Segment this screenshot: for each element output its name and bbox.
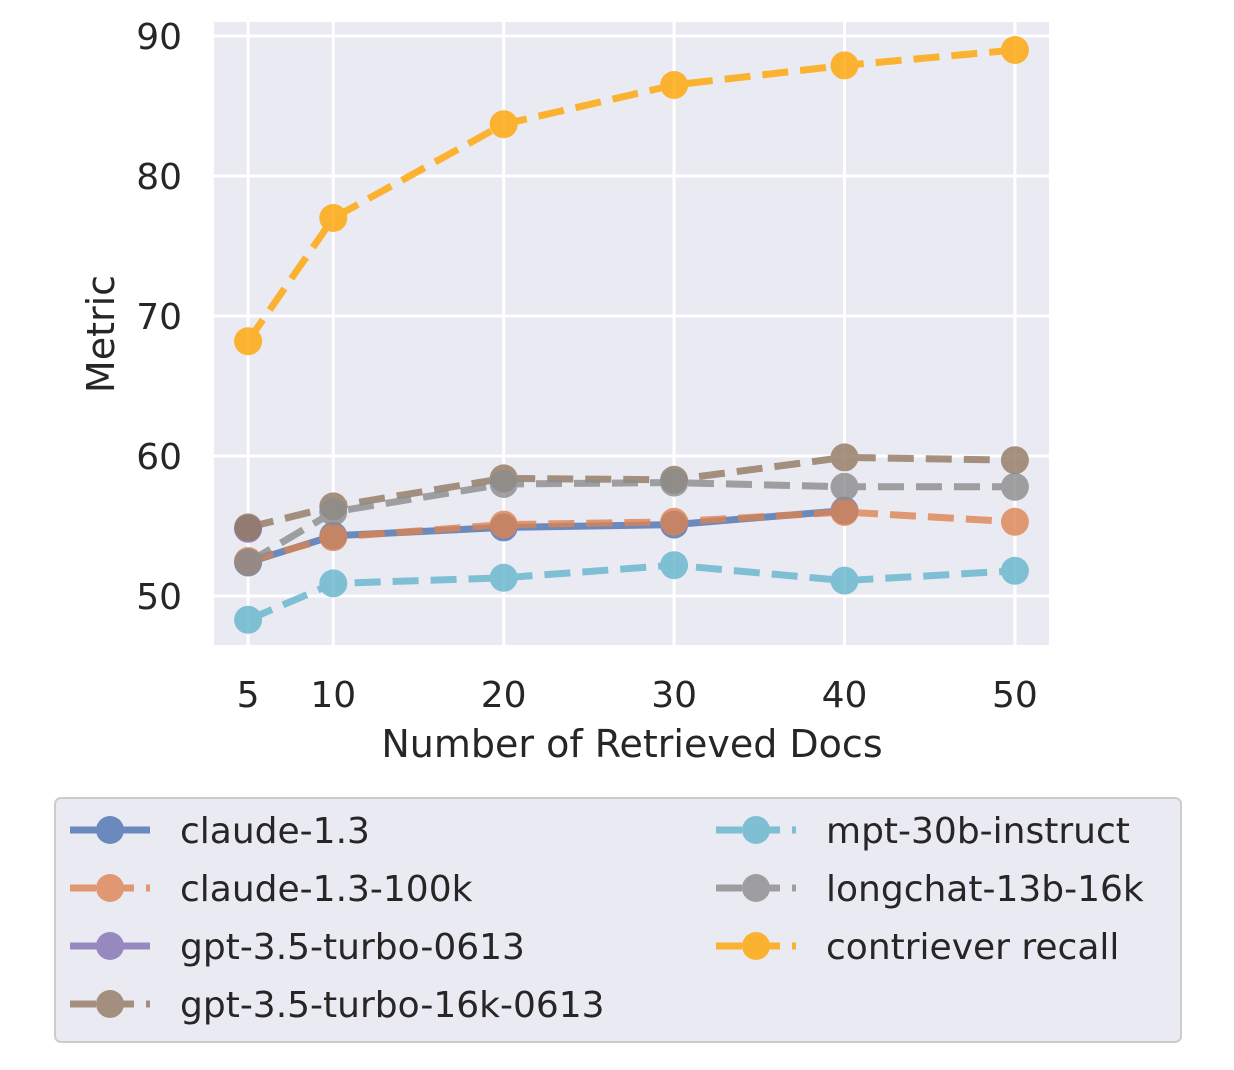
legend-label: longchat-13b-16k <box>826 869 1144 910</box>
legend-marker <box>96 932 124 960</box>
legend-item-2: claude-1.3-100k <box>70 869 473 910</box>
y-tick-labels: 50 60 70 80 90 <box>136 17 182 618</box>
data-point <box>319 498 348 526</box>
x-axis-label: Number of Retrieved Docs <box>381 722 882 766</box>
series-5 <box>234 551 1029 634</box>
data-point <box>489 470 518 498</box>
legend-label: gpt-3.5-turbo-16k-0613 <box>180 985 605 1026</box>
legend-label: claude-1.3-100k <box>180 869 473 910</box>
x-tick-label: 20 <box>481 675 527 716</box>
legend-label: contriever recall <box>826 927 1119 968</box>
data-point <box>660 551 689 580</box>
legend-handle <box>716 816 796 844</box>
legend-item-3: gpt-3.5-turbo-0613 <box>70 927 525 968</box>
legend: claude-1.3 claude-1.3-100k gpt-3.5-turbo-0… <box>54 797 1182 1043</box>
data-point <box>830 472 859 501</box>
series-line <box>247 508 1016 565</box>
data-point <box>234 513 263 542</box>
data-point <box>1000 556 1029 585</box>
legend-marker <box>742 816 770 844</box>
legend-handle <box>716 932 796 960</box>
legend-marker <box>96 816 124 844</box>
legend-marker <box>742 874 770 902</box>
data-point <box>830 498 859 526</box>
data-point <box>660 468 689 497</box>
x-tick-label: 5 <box>237 675 260 716</box>
x-tick-label: 40 <box>822 675 868 716</box>
series-line <box>246 561 1016 624</box>
y-tick-label: 60 <box>136 437 182 478</box>
legend-item-1: claude-1.3 <box>70 811 370 852</box>
data-point <box>489 510 518 539</box>
legend-frame <box>54 797 1182 1043</box>
y-tick-label: 70 <box>136 297 182 338</box>
legend-items: claude-1.3 claude-1.3-100k gpt-3.5-turbo-0… <box>70 811 1144 1026</box>
legend-handle <box>70 990 150 1018</box>
legend-handle <box>70 874 150 902</box>
x-tick-label: 50 <box>992 675 1038 716</box>
legend-label: mpt-30b-instruct <box>826 811 1130 852</box>
x-tick-labels: 5 10 20 30 40 50 <box>237 675 1038 716</box>
series-6 <box>234 468 1029 577</box>
data-point <box>1000 472 1029 501</box>
data-point <box>234 605 263 634</box>
legend-handle <box>70 816 150 844</box>
y-tick-label: 80 <box>136 157 182 198</box>
data-point <box>1000 36 1029 64</box>
y-tick-label: 90 <box>136 17 182 58</box>
data-point <box>830 443 859 472</box>
legend-handle <box>716 874 796 902</box>
legend-marker <box>96 990 124 1018</box>
x-tick-label: 10 <box>310 675 356 716</box>
legend-marker <box>742 932 770 960</box>
data-point <box>660 71 689 99</box>
x-tick-label: 30 <box>651 675 697 716</box>
data-point <box>319 204 348 232</box>
y-axis-label: Metric <box>79 275 123 393</box>
data-point <box>489 110 518 139</box>
legend-item-5: mpt-30b-instruct <box>716 811 1130 852</box>
plot-background <box>214 22 1049 645</box>
series-line <box>247 453 1015 531</box>
data-point <box>830 566 859 595</box>
data-point <box>1000 507 1029 536</box>
legend-label: gpt-3.5-turbo-0613 <box>180 927 525 968</box>
series-layer <box>234 36 1029 634</box>
legend-item-6: longchat-13b-16k <box>716 869 1144 910</box>
series-line <box>245 46 1016 344</box>
data-point <box>660 507 689 536</box>
series-7 <box>234 36 1029 356</box>
legend-marker <box>96 874 124 902</box>
legend-handle <box>70 932 150 960</box>
data-point <box>830 51 859 80</box>
legend-label: claude-1.3 <box>180 811 370 852</box>
data-point <box>1000 446 1029 475</box>
data-point <box>234 548 263 577</box>
data-point <box>319 569 348 598</box>
legend-item-4: gpt-3.5-turbo-16k-0613 <box>70 985 605 1026</box>
y-tick-label: 50 <box>136 577 182 618</box>
data-point <box>319 523 348 552</box>
series-line <box>246 479 1015 566</box>
data-point <box>489 563 518 592</box>
data-point <box>234 327 263 356</box>
legend-item-7: contriever recall <box>716 927 1119 968</box>
